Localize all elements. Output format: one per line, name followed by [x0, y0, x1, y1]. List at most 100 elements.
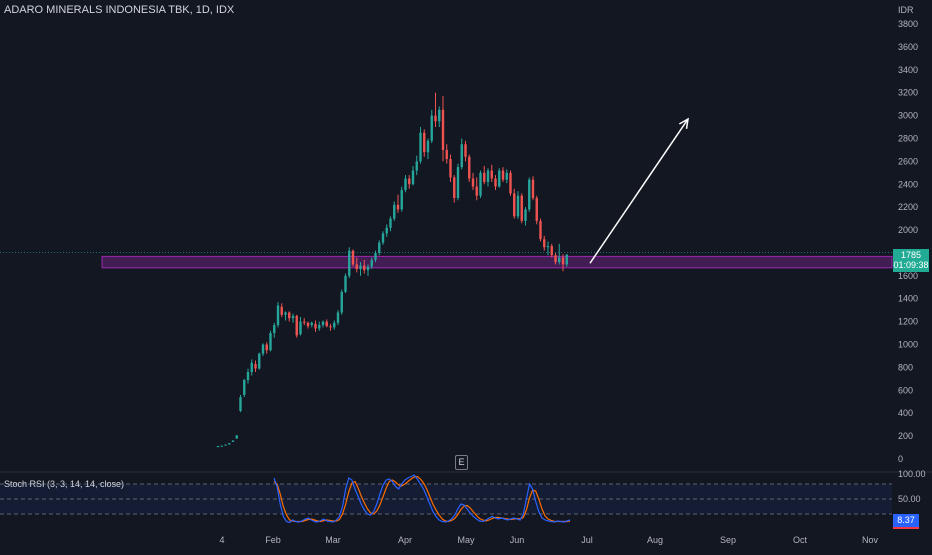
- candle-body: [416, 161, 418, 170]
- candle-body: [521, 196, 523, 221]
- candle-body: [404, 179, 406, 190]
- currency-label: IDR: [898, 5, 914, 15]
- last-price-value: 1785: [893, 250, 929, 260]
- candle-body: [453, 177, 455, 198]
- price-tick-label: 3600: [898, 42, 918, 52]
- candle-body: [303, 322, 305, 323]
- candle-body: [307, 323, 309, 326]
- candle-body: [236, 436, 238, 439]
- candle-body: [464, 144, 466, 157]
- candle-body: [247, 372, 249, 380]
- candle-body: [457, 167, 459, 198]
- candle-body: [337, 312, 339, 322]
- stoch-tick-label: 50.00: [898, 494, 921, 504]
- candle-body: [476, 187, 478, 196]
- time-axis: 4 Feb Mar Apr May Jun Jul Aug Sep Oct Nov: [219, 535, 878, 545]
- candle-body: [393, 205, 395, 219]
- candle-body: [284, 312, 286, 314]
- earnings-badge[interactable]: E: [455, 455, 468, 470]
- candle-body: [269, 333, 271, 350]
- price-tick-label: 2600: [898, 156, 918, 166]
- candle-body: [296, 316, 298, 335]
- candle-body: [494, 179, 496, 187]
- indicator-title[interactable]: Stoch RSI (3, 3, 14, 14, close): [4, 479, 124, 489]
- projection-arrow-line: [590, 119, 688, 263]
- candle-body: [498, 171, 500, 187]
- candles-layer: [217, 93, 568, 447]
- candle-body: [547, 246, 549, 247]
- candle-body: [273, 325, 275, 333]
- candle-body: [322, 322, 324, 325]
- candle-body: [449, 159, 451, 177]
- support-zone-box: [102, 256, 892, 267]
- candle-body: [352, 251, 354, 265]
- candle-body: [314, 324, 316, 329]
- projection-arrow-layer: [590, 119, 688, 263]
- candle-body: [389, 219, 391, 228]
- candle-body: [367, 267, 369, 270]
- price-tick-label: 200: [898, 431, 913, 441]
- price-tick-label: 600: [898, 385, 913, 395]
- candle-body: [359, 266, 361, 269]
- candle-body: [532, 180, 534, 198]
- candle-body: [311, 323, 313, 325]
- time-tick-label: Jun: [510, 535, 525, 545]
- chart-title: ADARO MINERALS INDONESIA TBK, 1D, IDX: [4, 4, 234, 16]
- candle-body: [551, 246, 553, 255]
- candle-body: [262, 345, 264, 354]
- candle-body: [562, 258, 564, 265]
- candle-body: [446, 150, 448, 159]
- candle-body: [254, 364, 256, 369]
- price-tick-label: 1600: [898, 271, 918, 281]
- candle-body: [341, 292, 343, 313]
- time-tick-label: Oct: [793, 535, 808, 545]
- candle-body: [431, 116, 433, 141]
- candle-body: [472, 179, 474, 187]
- time-tick-label: May: [457, 535, 475, 545]
- candle-body: [506, 173, 508, 180]
- candle-body: [419, 133, 421, 162]
- candle-body: [513, 193, 515, 216]
- projection-arrow-head: [679, 119, 688, 129]
- time-tick-label: Mar: [325, 535, 341, 545]
- candle-body: [299, 322, 301, 335]
- candle-body: [288, 312, 290, 318]
- candle-body: [371, 260, 373, 267]
- candle-body: [266, 345, 268, 351]
- candle-body: [517, 196, 519, 217]
- time-tick-label: Jul: [581, 535, 593, 545]
- candle-body: [382, 233, 384, 242]
- candle-body: [468, 157, 470, 179]
- last-price-tag: 1785 01:09:38: [893, 249, 929, 272]
- candle-body: [438, 110, 440, 121]
- price-tick-label: 0: [898, 454, 903, 464]
- bar-countdown: 01:09:38: [893, 260, 929, 270]
- time-tick-label: Feb: [265, 535, 281, 545]
- candle-body: [292, 316, 294, 318]
- price-axis: 0 200 400 600 800 1000 1200 1400 1600 2000 2200 240…: [898, 19, 918, 464]
- price-tick-label: 3400: [898, 65, 918, 75]
- candle-body: [277, 306, 279, 325]
- candle-body: [528, 180, 530, 210]
- candle-body: [554, 255, 556, 262]
- price-tick-label: 800: [898, 362, 913, 372]
- time-tick-label: 4: [219, 535, 224, 545]
- candle-body: [539, 221, 541, 239]
- price-tick-label: 2400: [898, 179, 918, 189]
- price-tick-label: 3800: [898, 19, 918, 29]
- price-tick-label: 400: [898, 408, 913, 418]
- time-tick-label: Sep: [720, 535, 736, 545]
- candle-body: [401, 190, 403, 209]
- candle-body: [363, 266, 365, 271]
- price-tick-label: 1400: [898, 294, 918, 304]
- candle-body: [251, 363, 253, 372]
- candle-body: [217, 446, 219, 447]
- stoch-rsi-pane: 100.00 50.00: [0, 469, 932, 523]
- candle-body: [281, 307, 283, 315]
- candle-body: [386, 228, 388, 234]
- candle-body: [442, 110, 444, 150]
- price-tick-label: 3000: [898, 111, 918, 121]
- candle-body: [412, 171, 414, 185]
- candle-body: [427, 141, 429, 152]
- candle-body: [378, 243, 380, 253]
